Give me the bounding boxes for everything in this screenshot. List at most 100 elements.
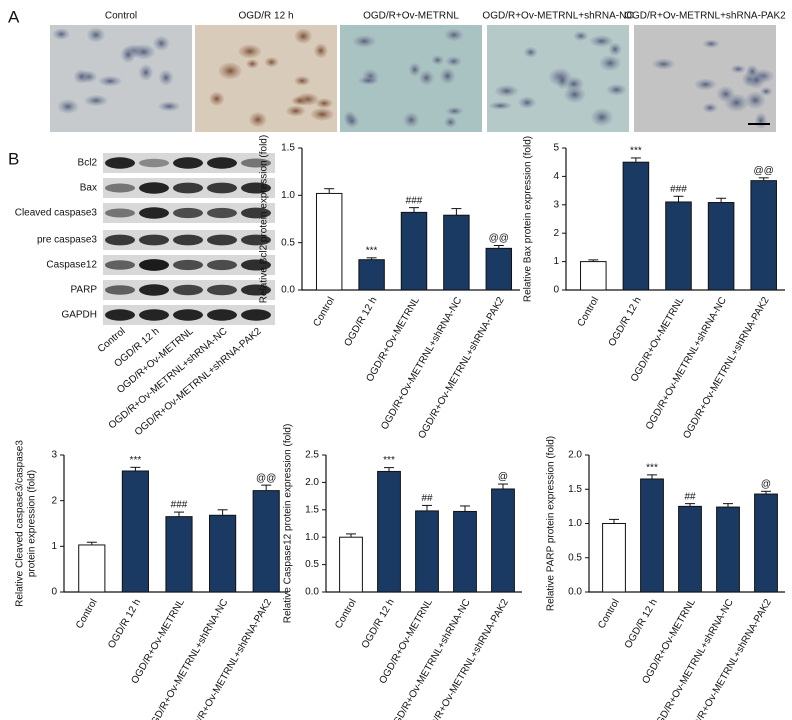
- blot-row-label: Bax: [80, 183, 97, 194]
- significance-label: ###: [406, 195, 423, 206]
- cell: [716, 86, 735, 102]
- panel-label: B: [8, 149, 19, 168]
- blot-band: [139, 158, 169, 168]
- cell: [52, 28, 70, 40]
- blot-band: [105, 234, 135, 246]
- blot-band: [139, 259, 169, 271]
- bar-chart: 0 1 2 3 Relative Cleaved caspase3/caspase3 pr…: [15, 440, 288, 720]
- image-caption: OGD/R+Ov-METRNL+shRNA-PAK2: [624, 11, 786, 22]
- bar: [485, 247, 513, 291]
- blot-band: [139, 207, 169, 219]
- bar: [339, 536, 363, 593]
- blot-band: [241, 207, 271, 219]
- x-tick-label: Control: [576, 295, 602, 328]
- cell: [730, 64, 746, 74]
- blot-band: [139, 284, 169, 296]
- bar: [315, 192, 343, 291]
- bar: [165, 516, 193, 593]
- significance-label: @@: [256, 473, 276, 484]
- bar: [622, 161, 650, 291]
- y-tick-label: 1: [51, 541, 57, 552]
- blot-column-label: OGD/R+Ov-METRNL+shRNA-PAK2: [133, 326, 264, 439]
- y-axis-label: Relative PARP protein expression (fold): [546, 436, 557, 611]
- significance-label: ##: [421, 493, 433, 504]
- cell: [589, 35, 614, 48]
- y-tick-label: 4: [553, 171, 559, 182]
- cell: [358, 76, 379, 85]
- y-tick-label: 1.5: [281, 143, 295, 154]
- x-tick-label: OGD/R 12 h: [106, 597, 143, 650]
- y-tick-label: 2: [51, 495, 57, 506]
- cell: [494, 84, 519, 97]
- bar: [443, 214, 470, 291]
- cell: [652, 58, 675, 70]
- bar: [707, 202, 735, 291]
- blot-row-label: GAPDH: [61, 310, 97, 321]
- cell: [444, 28, 464, 42]
- x-tick-label: Control: [596, 597, 622, 630]
- y-tick-label: 0.5: [568, 552, 582, 563]
- cell: [489, 101, 512, 110]
- cell: [431, 55, 444, 65]
- significance-label: ***: [130, 455, 142, 466]
- blot-row-label: Caspase12: [46, 260, 97, 271]
- cell: [158, 101, 180, 112]
- bar: [453, 510, 477, 593]
- cell: [760, 87, 773, 96]
- cell: [694, 78, 717, 91]
- blot-band: [207, 309, 237, 321]
- bar: [678, 505, 702, 593]
- cell: [556, 71, 569, 90]
- y-axis-label: Relative Bax protein expression (fold): [523, 136, 534, 302]
- panel-label: A: [8, 7, 20, 26]
- y-tick-label: 2: [553, 228, 559, 239]
- blot-band: [207, 284, 237, 296]
- bar: [491, 488, 515, 593]
- bar: [252, 490, 280, 593]
- cell: [754, 112, 768, 129]
- cell: [87, 27, 105, 43]
- y-tick-label: 0.0: [305, 587, 319, 598]
- blot-band: [241, 259, 271, 271]
- x-tick-label: OGD/R+Ov-METRNL+shRNA-PAK2: [416, 295, 507, 441]
- y-axis-label: Relative Caspase12 protein expression (f…: [283, 424, 294, 624]
- y-tick-label: 1.0: [568, 518, 582, 529]
- bar: [640, 478, 664, 593]
- y-tick-label: 1.5: [305, 504, 319, 515]
- cell: [138, 64, 153, 81]
- x-tick-label: OGD/R+Ov-METRNL+shRNA-NC: [644, 295, 729, 431]
- bar-chart: 0.0 0.5 1.0 1.5 2.0 Relative PARP protein exp…: [546, 436, 785, 720]
- bar: [121, 470, 149, 593]
- significance-label: ***: [646, 463, 658, 474]
- y-tick-label: 0: [553, 285, 559, 296]
- significance-label: ##: [684, 491, 696, 502]
- western-blot: Bcl2 Bax Cleaved caspase3 pre caspase3 Caspa…: [15, 153, 275, 438]
- y-tick-label: 0.0: [568, 587, 582, 598]
- y-axis-label: Relative Cleaved caspase3/caspase3: [15, 440, 26, 607]
- blot-row-label: Cleaved caspase3: [15, 208, 98, 219]
- cell: [418, 70, 434, 86]
- bar: [358, 259, 385, 291]
- cell: [403, 112, 420, 128]
- blot-band: [241, 234, 271, 246]
- y-axis-label: Relative Bcl2 protein expression (fold): [259, 135, 270, 303]
- micrographs: Control OGD/R 12 h OGD/R+Ov-METRNL OGD/R+Ov…: [50, 11, 786, 132]
- bar: [377, 470, 401, 593]
- cell: [291, 96, 309, 106]
- blot-band: [105, 285, 135, 295]
- image-caption: OGD/R+Ov-METRNL+shRNA-NC: [482, 11, 633, 22]
- y-tick-label: 2.5: [305, 450, 319, 461]
- y-tick-label: 0.0: [281, 285, 295, 296]
- x-tick-label: OGD/R+Ov-METRNL+shRNA-NC: [379, 295, 464, 431]
- blot-row-label: pre caspase3: [37, 235, 97, 246]
- cell: [745, 91, 766, 109]
- bar: [602, 523, 626, 593]
- y-tick-label: 3: [553, 199, 559, 210]
- blot-band: [173, 234, 203, 246]
- cell: [246, 59, 259, 69]
- cell: [294, 28, 312, 44]
- blot-band: [207, 157, 237, 169]
- bar-chart: 0 1 2 3 4 5 Relative Bax protein expression (f…: [523, 136, 785, 441]
- cell: [408, 62, 421, 77]
- y-tick-label: 1.0: [305, 532, 319, 543]
